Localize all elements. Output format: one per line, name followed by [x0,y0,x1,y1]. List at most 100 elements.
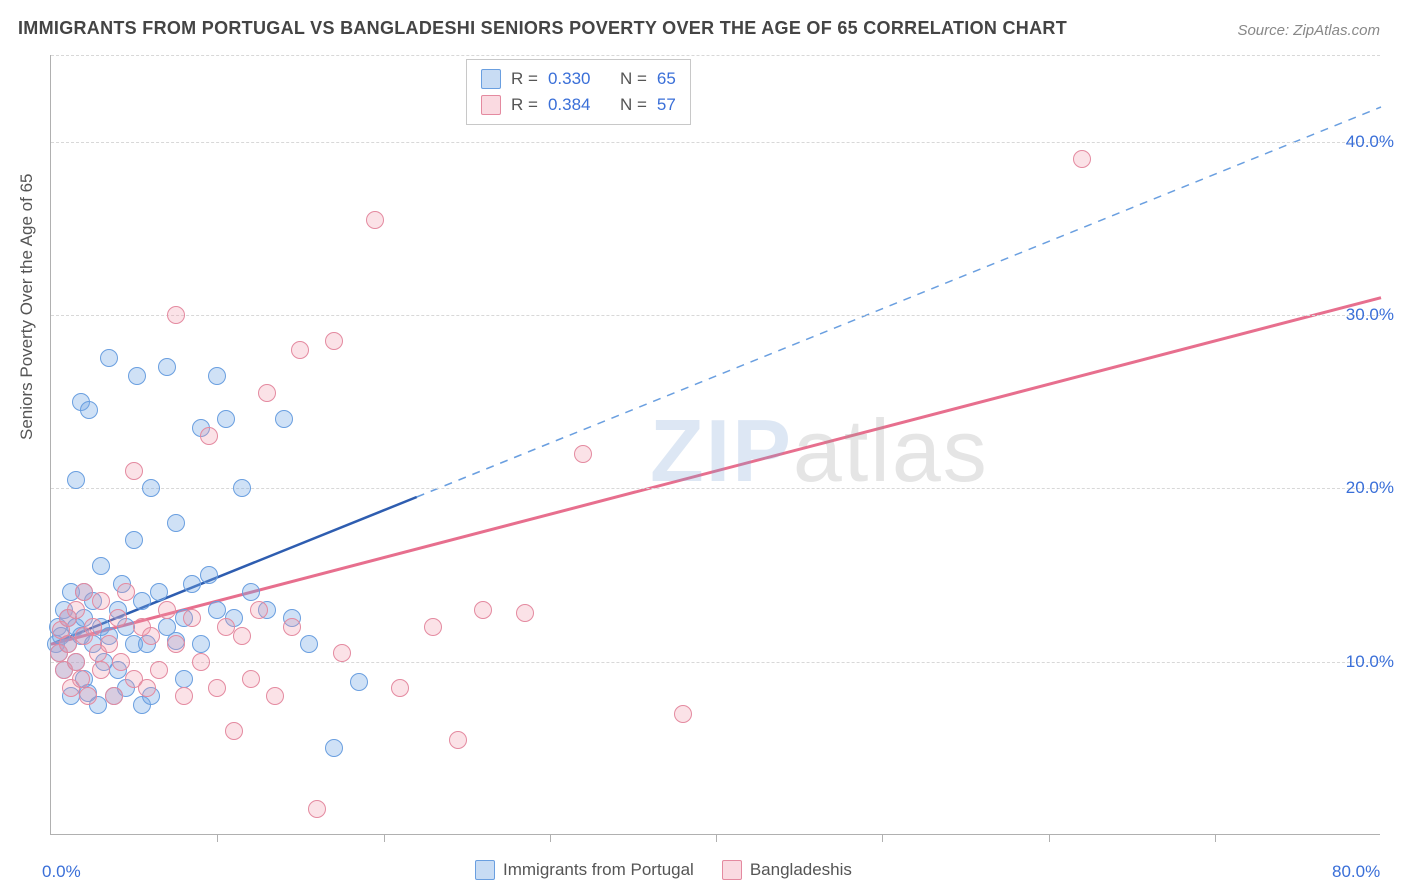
scatter-point [424,618,442,636]
scatter-point [125,462,143,480]
scatter-point [138,679,156,697]
scatter-point [167,514,185,532]
scatter-point [142,479,160,497]
x-tick-label: 0.0% [42,862,81,882]
gridline [51,142,1380,143]
n-label: N = [620,66,647,92]
scatter-point [225,722,243,740]
y-tick-label: 40.0% [1346,132,1394,152]
scatter-point [275,410,293,428]
scatter-point [366,211,384,229]
scatter-point [67,471,85,489]
scatter-point [112,653,130,671]
bottom-legend: Immigrants from Portugal Bangladeshis [475,860,852,880]
scatter-point [391,679,409,697]
n-label: N = [620,92,647,118]
scatter-point [117,583,135,601]
gridline [51,662,1380,663]
scatter-point [516,604,534,622]
x-tick [882,834,883,842]
x-tick [550,834,551,842]
legend-row-pink: R = 0.384 N = 57 [481,92,676,118]
scatter-point [142,627,160,645]
scatter-point [325,739,343,757]
scatter-point [67,601,85,619]
scatter-point [92,557,110,575]
scatter-point [67,653,85,671]
scatter-point [258,384,276,402]
gridline [51,315,1380,316]
scatter-point [59,635,77,653]
scatter-point [474,601,492,619]
scatter-point [283,618,301,636]
scatter-point [217,618,235,636]
scatter-point [242,670,260,688]
scatter-point [167,635,185,653]
trendlines [51,55,1381,835]
scatter-point [158,358,176,376]
x-tick [217,834,218,842]
scatter-point [325,332,343,350]
legend-item-portugal: Immigrants from Portugal [475,860,694,880]
scatter-point [150,583,168,601]
scatter-point [250,601,268,619]
source-attribution: Source: ZipAtlas.com [1237,22,1380,39]
scatter-point [100,635,118,653]
scatter-point [308,800,326,818]
scatter-point [1073,150,1091,168]
n-value-blue: 65 [657,66,676,92]
y-tick-label: 30.0% [1346,305,1394,325]
n-value-pink: 57 [657,92,676,118]
legend-label-portugal: Immigrants from Portugal [503,860,694,880]
scatter-chart: R = 0.330 N = 65 R = 0.384 N = 57 [50,55,1380,835]
scatter-point [150,661,168,679]
scatter-point [183,575,201,593]
scatter-point [128,367,146,385]
scatter-point [72,670,90,688]
y-tick-label: 20.0% [1346,478,1394,498]
scatter-point [574,445,592,463]
scatter-point [109,609,127,627]
scatter-point [92,592,110,610]
chart-title: IMMIGRANTS FROM PORTUGAL VS BANGLADESHI … [18,18,1067,39]
r-label: R = [511,92,538,118]
scatter-point [84,618,102,636]
gridline [51,55,1380,56]
r-value-blue: 0.330 [548,66,591,92]
x-tick-label: 80.0% [1332,862,1380,882]
scatter-point [92,661,110,679]
legend-row-blue: R = 0.330 N = 65 [481,66,676,92]
legend-item-bangladeshi: Bangladeshis [722,860,852,880]
scatter-point [105,687,123,705]
scatter-point [175,687,193,705]
scatter-point [208,367,226,385]
scatter-point [266,687,284,705]
scatter-point [183,609,201,627]
scatter-point [75,583,93,601]
scatter-point [80,401,98,419]
scatter-point [208,601,226,619]
stats-legend: R = 0.330 N = 65 R = 0.384 N = 57 [466,59,691,125]
swatch-pink [481,95,501,115]
x-tick [716,834,717,842]
scatter-point [79,687,97,705]
scatter-point [175,670,193,688]
scatter-point [233,627,251,645]
x-tick [384,834,385,842]
scatter-point [449,731,467,749]
scatter-point [158,601,176,619]
scatter-point [333,644,351,662]
scatter-point [192,653,210,671]
x-tick [1049,834,1050,842]
scatter-point [291,341,309,359]
swatch-pink [722,860,742,880]
scatter-point [133,592,151,610]
x-tick [1215,834,1216,842]
scatter-point [125,531,143,549]
y-tick-label: 10.0% [1346,652,1394,672]
r-label: R = [511,66,538,92]
swatch-blue [481,69,501,89]
scatter-point [208,679,226,697]
swatch-blue [475,860,495,880]
r-value-pink: 0.384 [548,92,591,118]
